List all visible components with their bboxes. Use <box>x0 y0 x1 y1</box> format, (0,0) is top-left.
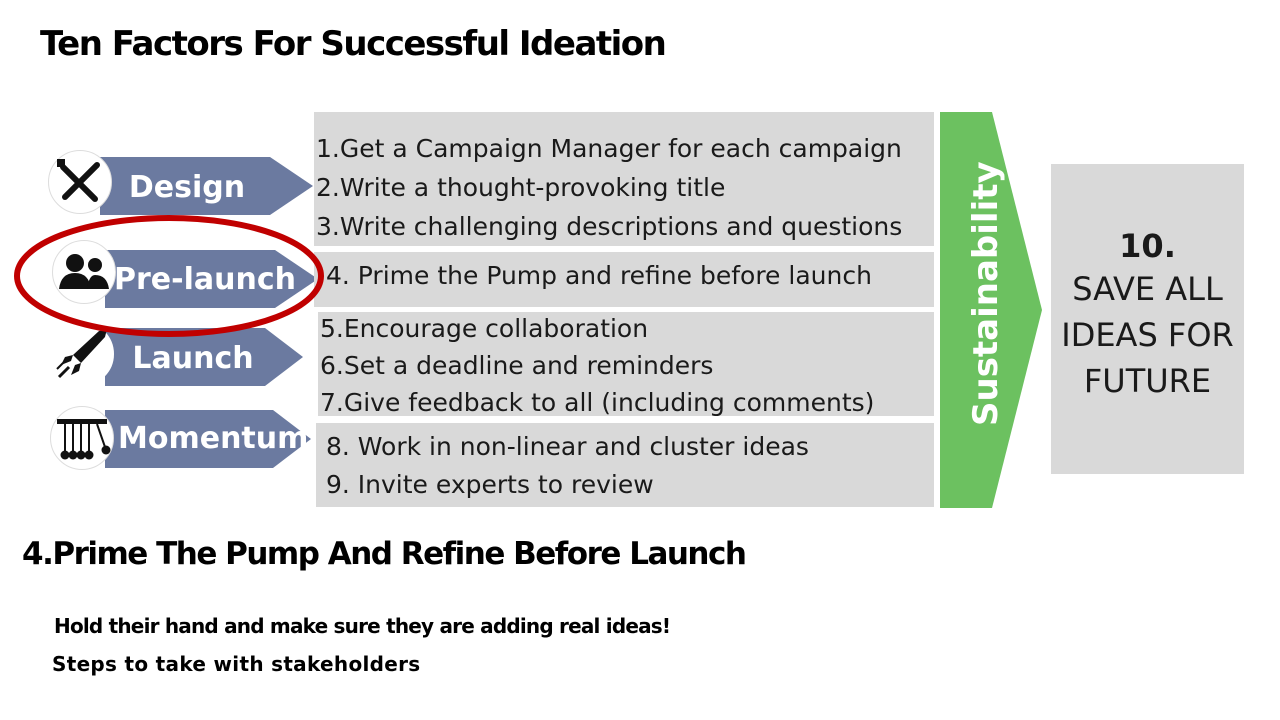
factor-5: 5.Encourage collaboration <box>320 314 649 343</box>
sustainability-label: Sustainability <box>966 161 1006 426</box>
factor-1: 1.Get a Campaign Manager for each campai… <box>316 134 902 163</box>
highlight-ring <box>14 215 324 337</box>
factor-2: 2.Write a thought-provoking title <box>316 173 726 202</box>
note-hold-hand: Hold their hand and make sure they are a… <box>54 614 671 638</box>
factor-9: 9. Invite experts to review <box>326 470 654 499</box>
save-ideas-box: 10. SAVE ALL IDEAS FOR FUTURE <box>1051 164 1244 474</box>
save-line-3: FUTURE <box>1083 362 1212 400</box>
section-subtitle: 4.Prime The Pump And Refine Before Launc… <box>22 536 747 572</box>
factor-6: 6.Set a deadline and reminders <box>320 351 714 380</box>
factor-8: 8. Work in non-linear and cluster ideas <box>326 432 809 461</box>
factor-7: 7.Give feedback to all (including commen… <box>320 388 875 417</box>
newtons-cradle-icon <box>50 406 114 470</box>
stage-arrow-design <box>100 157 313 215</box>
stage-label-design: Design <box>128 170 246 205</box>
save-line-1: SAVE ALL <box>1072 270 1223 308</box>
save-number: 10. <box>1119 227 1176 265</box>
stage-label-launch: Launch <box>132 341 254 376</box>
stage-label-prelaunch: Pre-launch <box>114 262 296 297</box>
factor-box-prelaunch: 4. Prime the Pump and refine before laun… <box>314 252 934 307</box>
factor-box-momentum: 8. Work in non-linear and cluster ideas … <box>316 423 934 507</box>
stage-arrow-prelaunch <box>105 250 318 308</box>
people-icon <box>52 240 116 304</box>
pencil-ruler-icon <box>48 150 112 214</box>
sustainability-arrow <box>940 112 1042 508</box>
stage-label-momentum: Momentum <box>118 421 309 456</box>
factor-3: 3.Write challenging descriptions and que… <box>316 212 903 241</box>
factor-box-launch: 5.Encourage collaboration 6.Set a deadli… <box>318 312 934 417</box>
factor-box-design: 1.Get a Campaign Manager for each campai… <box>314 112 934 246</box>
factor-4: 4. Prime the Pump and refine before laun… <box>326 261 872 290</box>
stage-arrow-momentum <box>105 410 311 468</box>
stage-arrow-launch <box>105 328 303 386</box>
note-steps: Steps to take with stakeholders <box>52 652 421 676</box>
page-title: Ten Factors For Successful Ideation <box>40 24 667 64</box>
save-line-2: IDEAS FOR <box>1061 316 1234 354</box>
